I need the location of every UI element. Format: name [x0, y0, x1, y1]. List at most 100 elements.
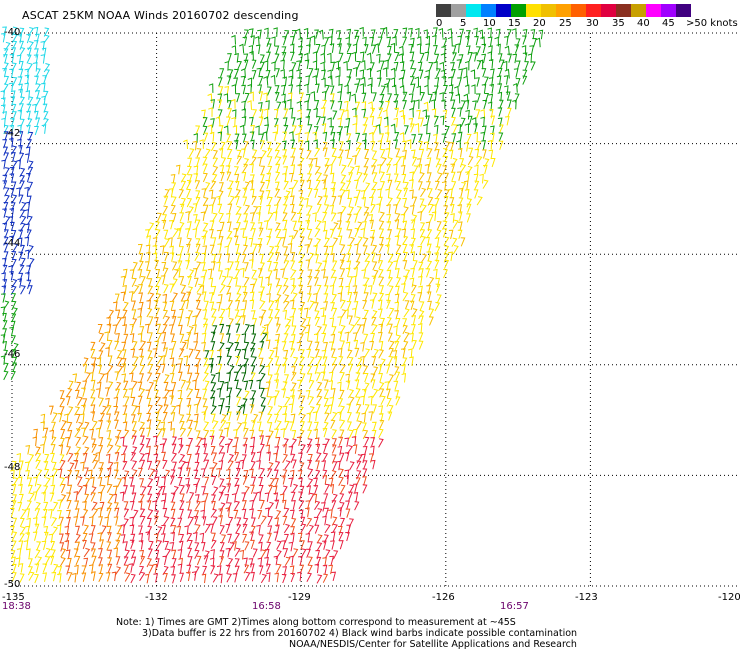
wind-barb	[223, 427, 229, 437]
wind-barb	[378, 349, 384, 359]
wind-barb	[258, 541, 263, 552]
wind-barb	[353, 213, 359, 223]
wind-barb	[425, 268, 431, 278]
wind-barb	[113, 396, 119, 407]
wind-barb	[425, 115, 430, 125]
wind-barb	[234, 379, 239, 390]
wind-barb	[290, 269, 297, 279]
wind-barb	[243, 158, 250, 168]
wind-barb	[186, 388, 194, 398]
wind-barb	[249, 163, 254, 173]
wind-barb	[220, 172, 225, 182]
wind-barb	[267, 405, 274, 416]
wind-barb	[298, 269, 304, 279]
wind-barb	[403, 181, 409, 192]
wind-barb	[448, 149, 454, 160]
wind-barb	[337, 235, 343, 246]
wind-barb	[225, 405, 231, 416]
wind-barb	[41, 124, 47, 134]
wind-barb	[276, 540, 282, 550]
wind-barb	[202, 309, 208, 319]
wind-barb	[362, 422, 367, 432]
wind-barb	[426, 291, 432, 301]
wind-barb	[69, 462, 75, 472]
wind-barb	[313, 302, 319, 312]
wind-barb	[409, 300, 415, 310]
wind-barb	[1, 117, 6, 128]
wind-barb	[300, 325, 307, 336]
wind-barb	[4, 75, 10, 85]
lat-label-50: -50	[4, 579, 21, 590]
wind-barb	[83, 557, 89, 568]
wind-barb	[353, 115, 358, 125]
wind-barb	[231, 109, 237, 119]
wind-barb	[146, 412, 152, 423]
wind-barb	[345, 500, 350, 510]
wind-barb	[265, 69, 271, 80]
wind-barb	[287, 99, 292, 109]
wind-barb	[418, 332, 424, 342]
wind-barb	[228, 542, 235, 552]
wind-barb	[242, 300, 247, 310]
wind-barb	[73, 491, 79, 501]
wind-barb	[467, 155, 474, 166]
wind-barb	[147, 493, 153, 503]
wind-barb	[371, 310, 378, 320]
wind-barb	[332, 461, 338, 471]
wind-barb	[144, 261, 150, 271]
wind-barb	[298, 452, 303, 462]
wind-barb	[242, 363, 247, 374]
wind-barb	[64, 532, 70, 543]
wind-barb	[364, 157, 370, 168]
wind-barb	[116, 525, 123, 535]
wind-barb	[101, 525, 107, 535]
wind-barb	[162, 309, 168, 320]
wind-barb	[216, 467, 221, 478]
wind-barb	[388, 356, 394, 366]
wind-barb	[83, 547, 91, 558]
wind-barb	[231, 84, 237, 94]
wind-barb	[384, 132, 390, 142]
wind-barb	[196, 148, 202, 158]
wind-barb	[172, 461, 177, 471]
wind-barb	[260, 174, 265, 184]
legend-swatch	[451, 4, 466, 17]
wind-barb	[60, 483, 66, 494]
wind-barb	[172, 269, 179, 279]
wind-barb	[409, 356, 414, 366]
wind-barb	[52, 412, 58, 422]
wind-barb	[131, 309, 137, 319]
wind-barb	[430, 99, 435, 109]
wind-barb	[74, 452, 79, 463]
wind-barb	[225, 325, 231, 335]
wind-barb	[436, 189, 443, 199]
wind-barb	[362, 445, 368, 456]
wind-barb	[201, 291, 207, 301]
wind-barb	[315, 83, 320, 94]
wind-barb	[180, 341, 187, 351]
wind-barb	[289, 203, 295, 214]
wind-barb	[139, 549, 145, 560]
wind-barb	[378, 405, 384, 415]
wind-barb	[10, 145, 18, 155]
wind-barb	[443, 269, 448, 279]
wind-barb	[404, 269, 411, 279]
wind-barb	[330, 252, 335, 263]
wind-barb	[10, 550, 16, 560]
wind-barb	[153, 470, 158, 480]
wind-barb	[307, 340, 313, 350]
wind-barb	[371, 158, 378, 168]
wind-barb	[274, 339, 280, 349]
wind-barb	[324, 483, 330, 494]
wind-barb	[40, 421, 45, 431]
wind-barb	[322, 564, 328, 575]
wind-barb	[354, 243, 359, 254]
wind-barb	[201, 573, 207, 584]
wind-barb	[177, 476, 183, 487]
wind-barb	[20, 509, 27, 519]
wind-barb	[313, 364, 319, 375]
wind-barb	[362, 388, 367, 399]
wind-barb	[50, 452, 55, 463]
wind-barb	[237, 60, 242, 71]
wind-barb	[234, 268, 241, 279]
